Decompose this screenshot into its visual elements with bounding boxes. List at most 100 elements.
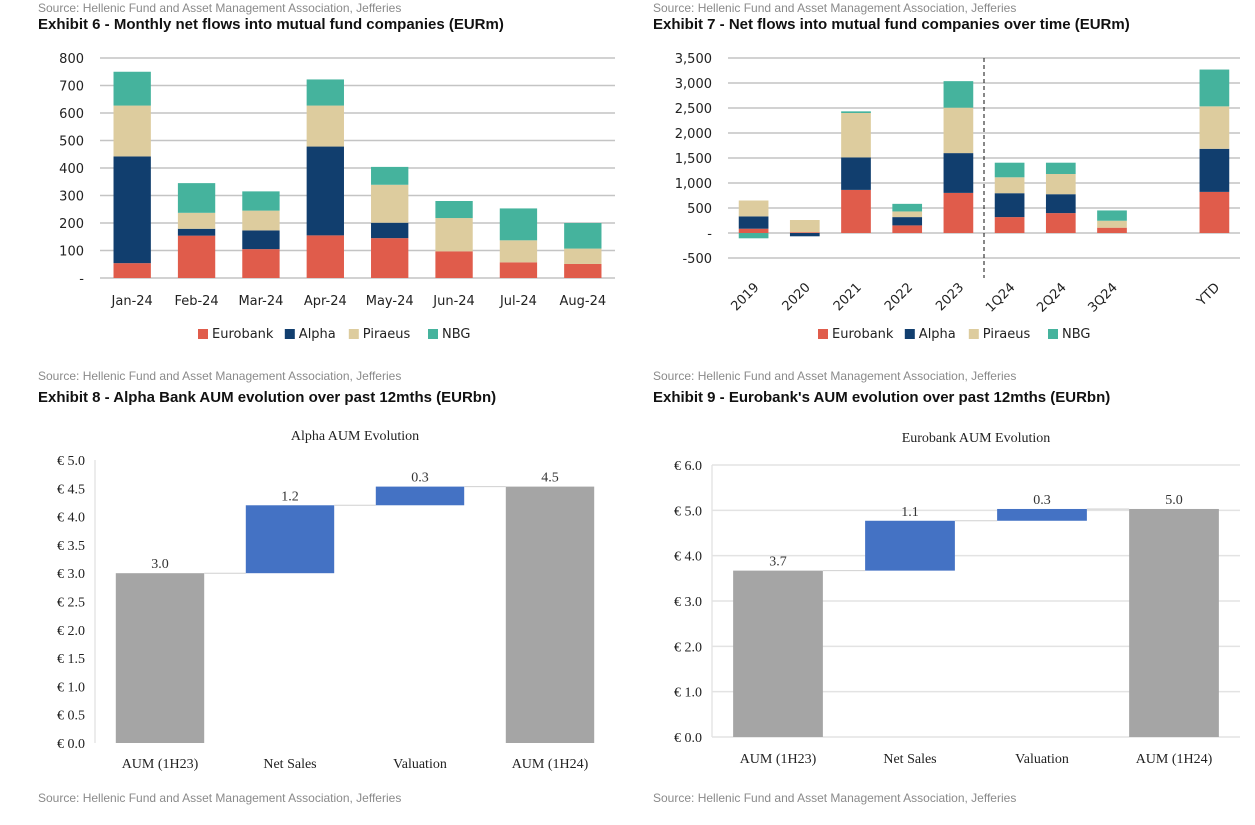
x-tick-label: 2020: [780, 280, 814, 314]
y-tick-label: € 2.0: [57, 624, 85, 639]
legend-swatch: [1048, 329, 1058, 339]
y-tick-label: € 2.0: [674, 640, 702, 655]
x-tick-label: Jul-24: [499, 294, 537, 309]
exhibit-7-source: Source: Hellenic Fund and Asset Manageme…: [653, 369, 1017, 383]
bar-segment-alpha: [994, 193, 1025, 218]
exhibit-8-source: Source: Hellenic Fund and Asset Manageme…: [38, 791, 402, 805]
waterfall-bar: [1129, 508, 1219, 737]
bar-segment-eurobank: [1199, 191, 1230, 233]
bar-segment-piraeus: [841, 113, 871, 158]
x-tick-label: 2Q24: [1034, 280, 1069, 315]
bar-segment-piraeus: [113, 105, 151, 157]
bar-segment-nbg: [943, 81, 974, 108]
bar-segment-eurobank: [242, 249, 280, 278]
bar-segment-nbg: [892, 203, 923, 212]
bar-segment-alpha: [1199, 148, 1230, 192]
legend-swatch: [284, 329, 295, 339]
x-tick-label: 3Q24: [1085, 280, 1120, 315]
exhibit-6-source: Source: Hellenic Fund and Asset Manageme…: [38, 369, 402, 383]
y-tick-label: € 3.5: [57, 539, 85, 554]
data-label: 4.5: [541, 471, 559, 486]
top-source-note-right: Source: Hellenic Fund and Asset Manageme…: [653, 1, 1017, 15]
y-tick-label: -: [79, 272, 84, 287]
bar-segment-alpha: [242, 230, 280, 250]
exhibit-9-source: Source: Hellenic Fund and Asset Manageme…: [653, 791, 1017, 805]
x-tick-label: AUM (1H23): [122, 757, 199, 772]
y-tick-label: 3,500: [675, 52, 712, 67]
bar-segment-eurobank: [738, 228, 769, 233]
bar-segment-alpha: [943, 153, 974, 193]
y-tick-label: € 2.5: [57, 596, 85, 611]
bar-segment-eurobank: [499, 262, 538, 278]
legend-label: Alpha: [299, 327, 336, 342]
y-tick-label: € 1.0: [57, 680, 85, 695]
y-tick-label: € 4.0: [57, 511, 85, 526]
waterfall-bar: [865, 520, 955, 571]
y-tick-label: 700: [59, 80, 84, 95]
waterfall-bar: [733, 570, 823, 737]
bar-segment-alpha: [1045, 194, 1076, 214]
bar-segment-piraeus: [371, 184, 409, 223]
bar-segment-piraeus: [892, 211, 923, 218]
y-tick-label: € 5.0: [57, 454, 85, 469]
y-tick-label: -500: [682, 252, 712, 267]
chart-subtitle: Alpha AUM Evolution: [291, 429, 419, 444]
data-label: 1.1: [901, 505, 919, 520]
bar-segment-piraeus: [994, 177, 1025, 194]
top-source-note: Source: Hellenic Fund and Asset Manageme…: [38, 1, 402, 15]
y-tick-label: € 6.0: [674, 459, 702, 474]
bar-segment-alpha: [371, 222, 409, 239]
bar-segment-alpha: [306, 146, 344, 236]
bar-segment-alpha: [841, 157, 871, 190]
x-tick-label: AUM (1H24): [1136, 752, 1213, 767]
x-tick-label: Net Sales: [883, 752, 936, 767]
legend-label: Eurobank: [832, 327, 894, 342]
x-tick-label: 2022: [882, 280, 916, 314]
bar-segment-nbg: [499, 208, 538, 241]
bar-segment-eurobank: [994, 217, 1025, 233]
y-tick-label: 600: [59, 107, 84, 122]
legend-swatch: [904, 329, 915, 339]
legend-label: Piraeus: [983, 327, 1031, 342]
bar-segment-nbg: [1097, 210, 1127, 221]
x-tick-label: AUM (1H24): [512, 757, 589, 772]
bar-segment-nbg: [564, 223, 602, 249]
x-tick-label: May-24: [366, 294, 414, 309]
waterfall-bar: [245, 505, 335, 574]
x-tick-label: Apr-24: [304, 294, 347, 309]
x-tick-label: Mar-24: [238, 294, 283, 309]
y-tick-label: 3,000: [675, 77, 712, 92]
x-tick-label: AUM (1H23): [740, 752, 817, 767]
exhibit-9-title: Exhibit 9 - Eurobank's AUM evolution ove…: [653, 389, 1111, 406]
bar-segment-piraeus: [499, 240, 538, 263]
y-tick-label: € 0.0: [57, 737, 85, 752]
bar-segment-piraeus: [943, 107, 974, 154]
bar-segment-nbg: [1045, 162, 1076, 174]
y-tick-label: € 1.5: [57, 652, 85, 667]
bar-segment-nbg: [177, 183, 216, 213]
x-tick-label: Jan-24: [111, 294, 153, 309]
bar-segment-nbg: [306, 79, 344, 106]
y-tick-label: 1,000: [675, 177, 712, 192]
y-tick-label: € 4.0: [674, 550, 702, 565]
bar-segment-alpha: [177, 228, 216, 236]
exhibit-8-title: Exhibit 8 - Alpha Bank AUM evolution ove…: [38, 389, 497, 406]
bar-segment-piraeus: [738, 200, 769, 217]
data-label: 3.0: [151, 557, 169, 572]
y-tick-label: 400: [59, 162, 84, 177]
x-tick-label: Aug-24: [560, 294, 607, 309]
bar-segment-nbg: [242, 191, 280, 211]
bar-segment-nbg: [1199, 69, 1230, 107]
y-tick-label: € 3.0: [674, 595, 702, 610]
legend-label: NBG: [442, 327, 471, 342]
exhibit-6-title: Exhibit 6 - Monthly net flows into mutua…: [38, 16, 504, 33]
bar-segment-eurobank: [113, 263, 151, 278]
bar-segment-eurobank: [1045, 213, 1076, 233]
y-tick-label: € 1.0: [674, 686, 702, 701]
bar-segment-piraeus: [1045, 174, 1076, 195]
bar-segment-alpha: [113, 156, 151, 264]
x-tick-label: Jun-24: [432, 294, 475, 309]
y-tick-label: 300: [59, 190, 84, 205]
bar-segment-nbg: [371, 166, 409, 185]
